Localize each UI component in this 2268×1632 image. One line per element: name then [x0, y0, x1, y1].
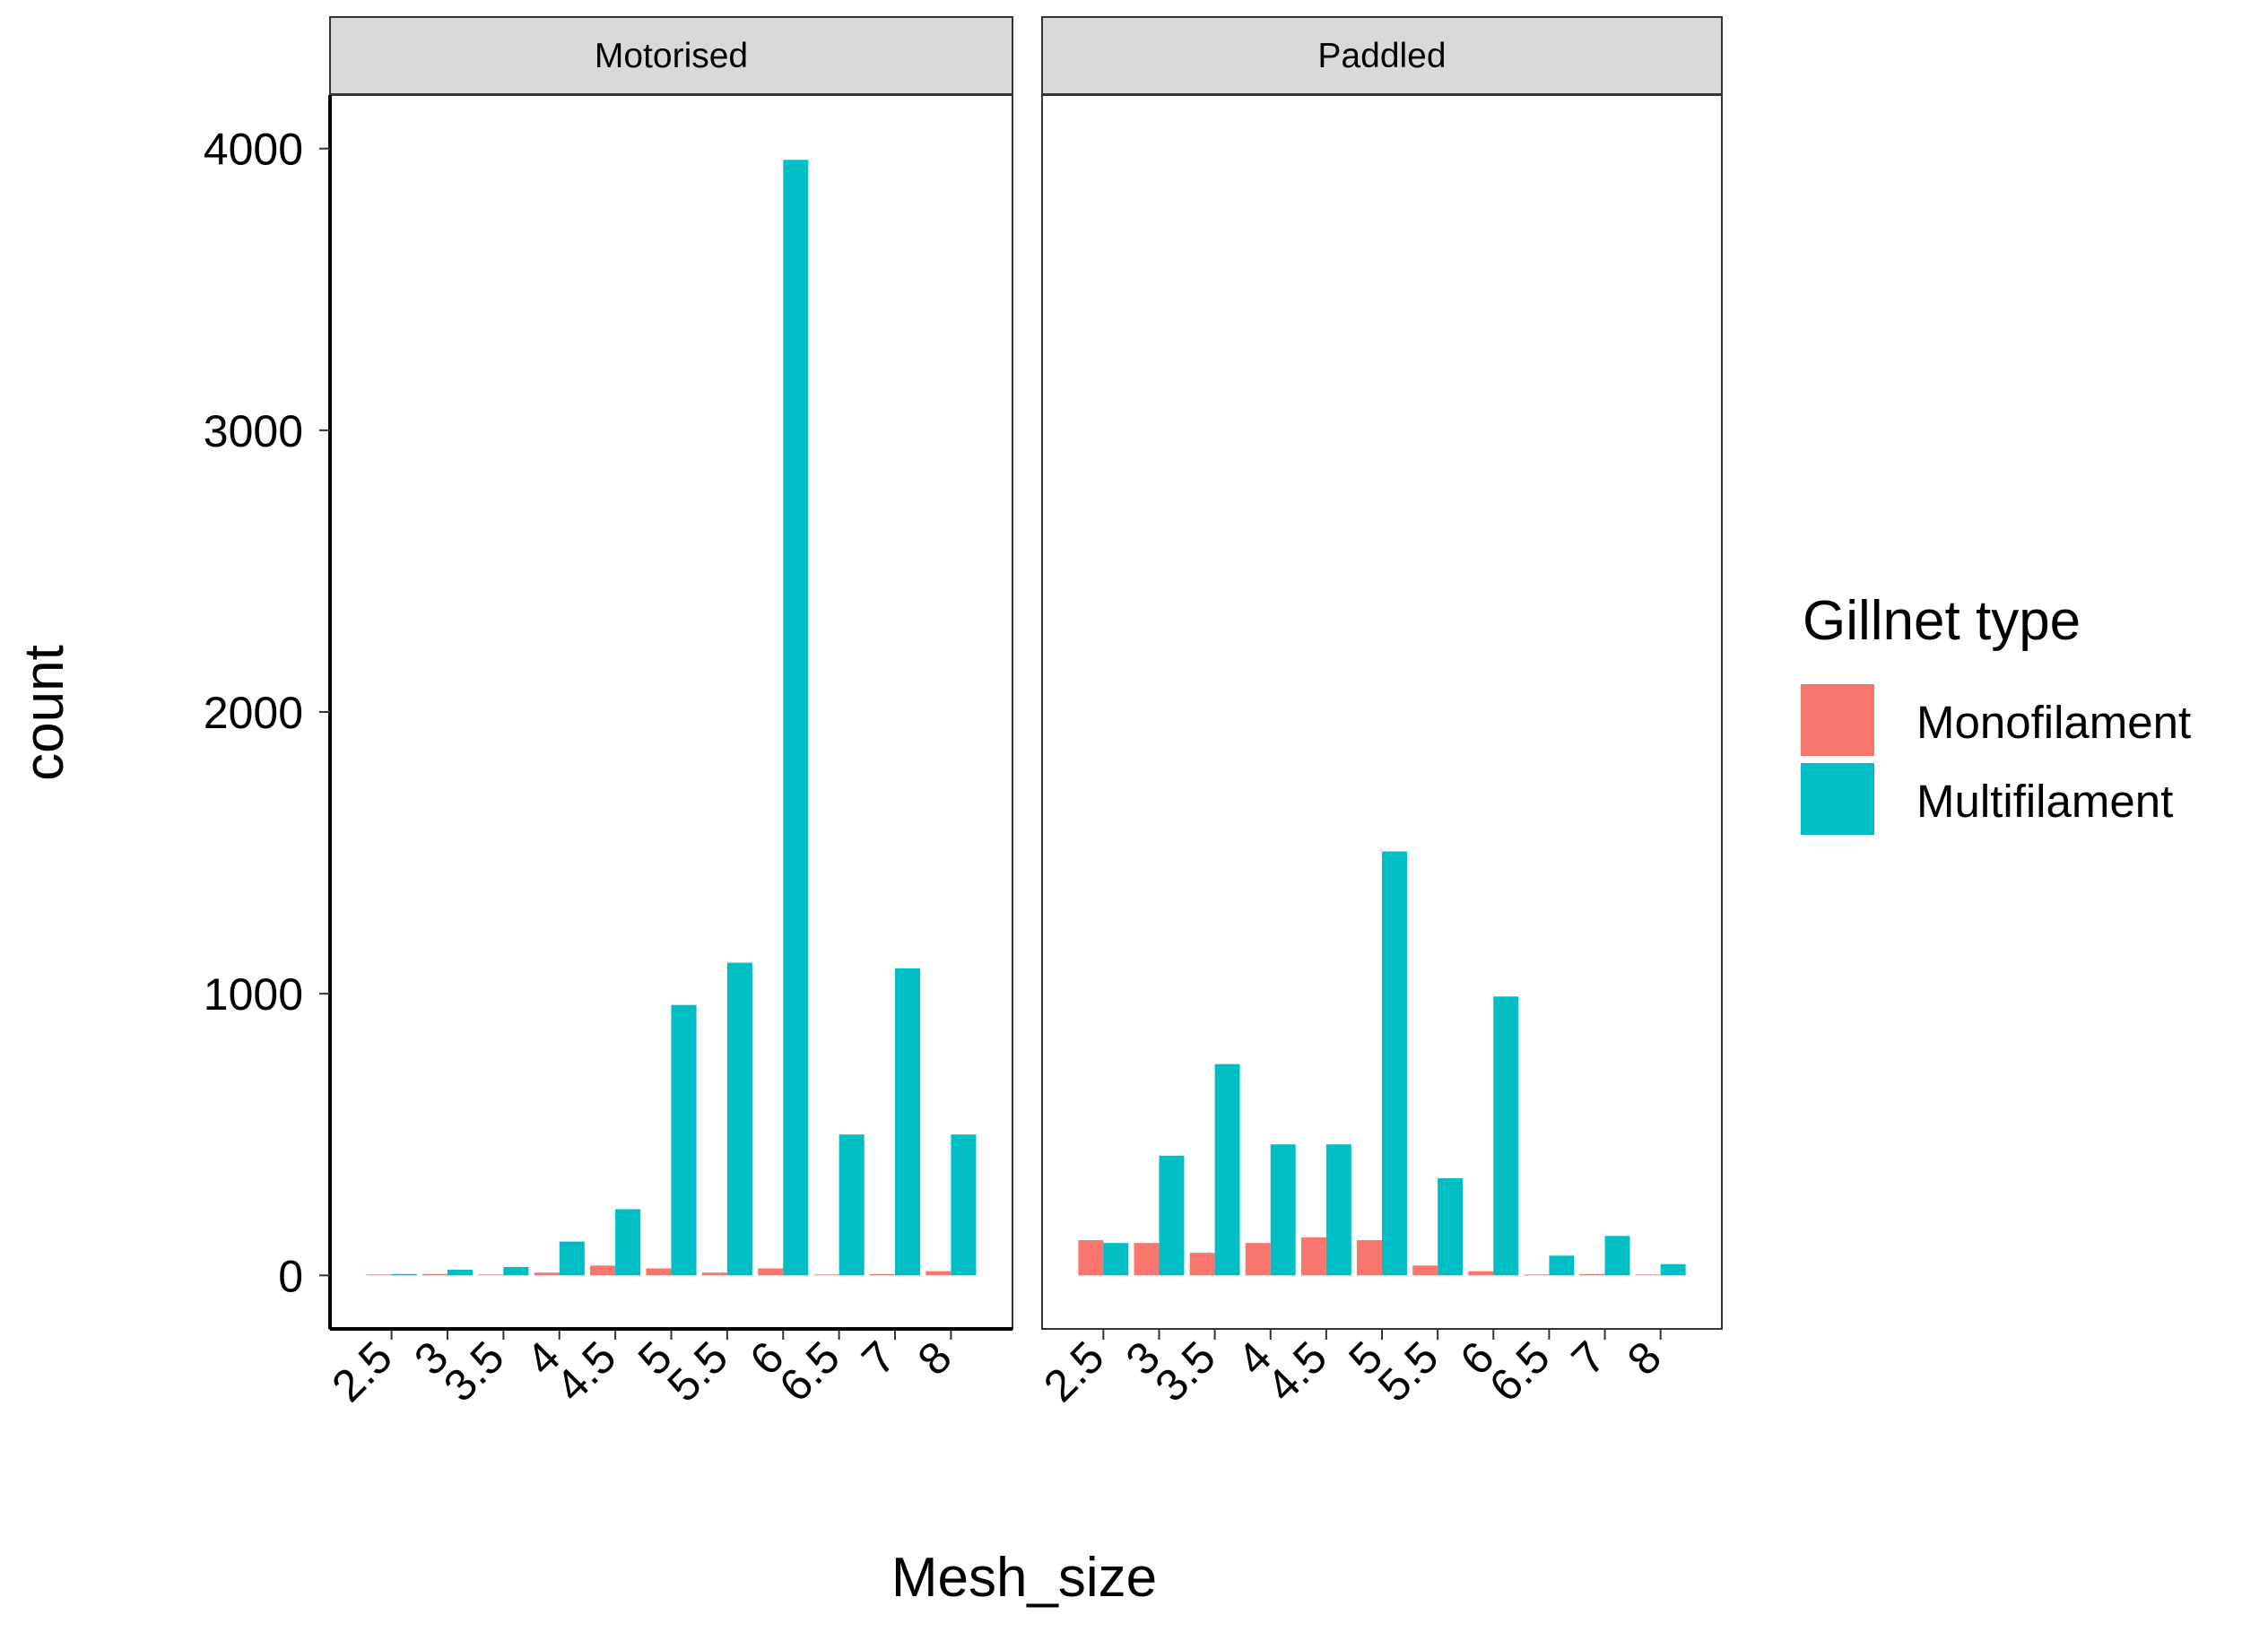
bar-motorised-multifilament-6.5 — [839, 1134, 865, 1276]
legend: Gillnet type Monofilament Multifilament — [1801, 590, 2191, 835]
bar-motorised-multifilament-5.5 — [726, 962, 752, 1276]
bar-paddled-multifilament-5 — [1382, 851, 1407, 1276]
bar-paddled-monofilament-4.5 — [1300, 1237, 1326, 1276]
y-axis-title: count — [13, 645, 75, 781]
facet-strip — [329, 16, 1013, 95]
bar-paddled-multifilament-3 — [1159, 1155, 1185, 1276]
legend-title: Gillnet type — [1803, 590, 2081, 652]
bar-motorised-monofilament-2.5 — [366, 1274, 392, 1276]
y-tick-label: 2000 — [204, 688, 303, 738]
y-tick-label: 1000 — [204, 969, 303, 1020]
bar-motorised-monofilament-4 — [534, 1272, 560, 1276]
bar-paddled-multifilament-3.5 — [1214, 1063, 1240, 1276]
y-tick-label: 3000 — [204, 406, 303, 456]
bar-paddled-monofilament-2.5 — [1078, 1240, 1104, 1276]
bar-motorised-multifilament-2.5 — [391, 1273, 417, 1276]
facet-strip-label: Paddled — [1317, 37, 1446, 75]
bar-group — [1078, 851, 1686, 1276]
bar-motorised-multifilament-3.5 — [503, 1266, 529, 1276]
bar-paddled-monofilament-8 — [1635, 1274, 1661, 1276]
bar-motorised-monofilament-5 — [646, 1268, 672, 1276]
bar-motorised-monofilament-6.5 — [813, 1274, 839, 1276]
bar-paddled-monofilament-4 — [1245, 1243, 1271, 1276]
bar-motorised-multifilament-7 — [895, 968, 921, 1276]
bar-motorised-multifilament-6 — [783, 160, 809, 1276]
bar-paddled-monofilament-6 — [1468, 1271, 1494, 1276]
bar-motorised-monofilament-7 — [869, 1273, 896, 1276]
bar-motorised-monofilament-4.5 — [590, 1265, 616, 1276]
bar-motorised-multifilament-5 — [671, 1004, 697, 1276]
legend-label-monofilament: Monofilament — [1916, 697, 2191, 748]
bar-paddled-multifilament-4 — [1270, 1144, 1296, 1276]
legend-key-monofilament — [1801, 684, 1874, 756]
bar-paddled-monofilament-5 — [1357, 1240, 1382, 1276]
bar-paddled-monofilament-3.5 — [1189, 1253, 1215, 1276]
bar-paddled-multifilament-6 — [1493, 996, 1519, 1276]
bar-paddled-multifilament-6.5 — [1549, 1255, 1575, 1276]
bar-paddled-multifilament-4.5 — [1325, 1144, 1351, 1276]
bar-motorised-multifilament-3 — [447, 1270, 474, 1276]
x-axis-title: Mesh_size — [891, 1547, 1157, 1609]
y-tick-label: 0 — [278, 1251, 303, 1301]
bar-paddled-multifilament-7 — [1604, 1236, 1630, 1276]
bar-paddled-monofilament-7 — [1579, 1273, 1605, 1276]
bar-motorised-monofilament-8 — [925, 1271, 952, 1276]
bar-motorised-multifilament-4 — [559, 1241, 585, 1276]
legend-key-multifilament — [1801, 763, 1874, 835]
bar-paddled-monofilament-3 — [1134, 1243, 1160, 1276]
bar-motorised-multifilament-8 — [951, 1134, 977, 1276]
bar-paddled-multifilament-5.5 — [1438, 1177, 1464, 1276]
bar-motorised-monofilament-3 — [421, 1273, 448, 1276]
bar-group — [366, 160, 977, 1276]
y-tick-label: 4000 — [204, 125, 303, 175]
bar-motorised-monofilament-3.5 — [478, 1274, 504, 1276]
bar-motorised-monofilament-5.5 — [701, 1272, 727, 1276]
bar-motorised-monofilament-6 — [758, 1268, 784, 1276]
bar-paddled-monofilament-6.5 — [1524, 1274, 1550, 1276]
bar-motorised-multifilament-4.5 — [615, 1209, 641, 1276]
bar-paddled-multifilament-8 — [1660, 1263, 1686, 1276]
facet-strip — [1041, 16, 1723, 95]
panel-paddled: Paddled 2.5 33.5 44.5 55.5 66.5 7 8 — [1034, 16, 1723, 1411]
facet-strip-label: Motorised — [595, 37, 748, 75]
panel-motorised: Motorised 2.5 33.5 44.5 55.5 66.5 7 8 — [322, 16, 1013, 1411]
y-axis: 0 1000 2000 3000 4000 — [204, 125, 330, 1301]
bar-paddled-monofilament-5.5 — [1412, 1265, 1438, 1276]
legend-label-multifilament: Multifilament — [1916, 776, 2173, 827]
bar-paddled-multifilament-2.5 — [1103, 1243, 1129, 1276]
